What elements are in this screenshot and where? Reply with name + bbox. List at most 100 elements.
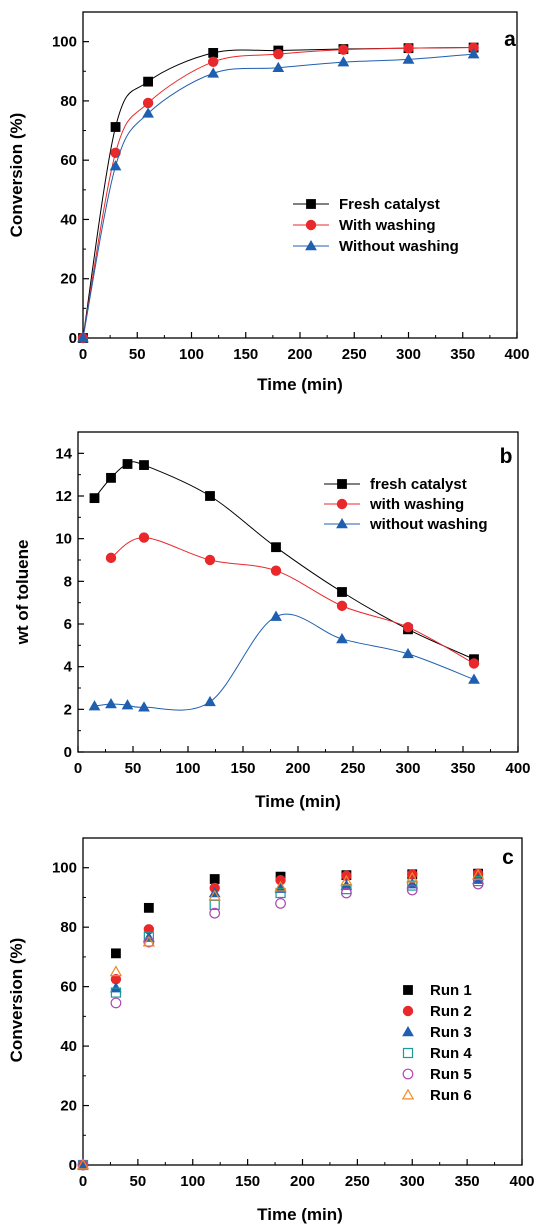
- data-point: [402, 622, 414, 633]
- legend-marker: [402, 1026, 414, 1037]
- x-axis-title: Time (min): [257, 375, 343, 394]
- x-tick-label: 50: [125, 760, 142, 777]
- x-tick-label: 150: [235, 1173, 260, 1190]
- data-point: [105, 698, 117, 709]
- y-axis-title: Conversion (%): [7, 938, 26, 1063]
- data-point: [340, 874, 353, 886]
- series-run-2: [77, 868, 484, 1171]
- x-tick-label: 50: [129, 346, 146, 363]
- series-run-4: [77, 876, 484, 1171]
- data-point: [109, 160, 122, 171]
- legend-marker: [336, 498, 348, 510]
- data-point: [143, 902, 154, 913]
- data-point: [208, 889, 221, 901]
- data-point: [274, 880, 287, 892]
- data-point: [76, 1158, 90, 1170]
- data-point: [143, 931, 154, 942]
- x-tick-label: 0: [79, 346, 87, 363]
- y-axis-title: Conversion (%): [7, 113, 26, 238]
- plot-frame: [82, 837, 523, 1166]
- data-point: [274, 882, 287, 893]
- x-tick-label: 400: [504, 346, 529, 363]
- x-tick-label: 250: [342, 346, 367, 363]
- data-point: [110, 122, 121, 132]
- data-point: [270, 610, 282, 621]
- x-tick-label: 100: [175, 760, 200, 777]
- legend: Fresh catalyst With washing Without washin…: [293, 196, 459, 255]
- x-tick-label: 400: [505, 760, 530, 777]
- x-tick-label: 100: [179, 346, 204, 363]
- series-run-5: [77, 878, 484, 1171]
- data-point: [275, 898, 286, 909]
- data-point: [270, 565, 282, 576]
- y-axis-title: wt of toluene: [13, 540, 32, 646]
- legend-label: Run 6: [430, 1087, 472, 1104]
- x-tick-label: 400: [509, 1173, 534, 1190]
- data-point: [337, 587, 347, 597]
- legend-label: Fresh catalyst: [339, 196, 440, 213]
- x-axis-title: Time (min): [257, 1205, 343, 1224]
- data-point: [205, 491, 215, 501]
- y-tick-label: 100: [52, 860, 77, 877]
- y-tick-label: 20: [60, 271, 77, 288]
- legend-marker: [336, 518, 348, 529]
- x-tick-label: 0: [74, 760, 82, 777]
- data-point: [407, 880, 418, 891]
- x-tick-label: 300: [396, 346, 421, 363]
- data-point: [273, 48, 284, 60]
- y-tick-label: 4: [64, 659, 73, 676]
- data-point: [88, 700, 101, 711]
- data-point: [207, 67, 220, 78]
- legend-label: With washing: [339, 217, 436, 234]
- y-tick-label: 8: [64, 573, 72, 590]
- x-tick-label: 350: [455, 1173, 480, 1190]
- chart-panel-a: 0 50 100 150 200 250 300 350 400 0 20 40 60 80 100 Time…: [7, 11, 530, 394]
- data-point: [139, 460, 149, 470]
- data-point: [407, 869, 418, 880]
- legend-label: with washing: [369, 496, 464, 513]
- legend-marker: [402, 1068, 414, 1080]
- data-point: [208, 47, 219, 58]
- x-tick-label: 100: [180, 1173, 205, 1190]
- data-point: [142, 107, 154, 118]
- chart-panel-c: 0 50 100 150 200 250 300 350 400 0 20 40 60 80 100 Time…: [7, 837, 535, 1224]
- x-tick-label: 250: [340, 760, 365, 777]
- data-point: [402, 647, 414, 659]
- y-tick-label: 14: [55, 445, 72, 462]
- x-tick-label: 350: [450, 346, 475, 363]
- y-tick-label: 100: [52, 34, 77, 51]
- legend-label: Run 5: [430, 1066, 472, 1083]
- data-point: [121, 699, 134, 710]
- x-tick-label: 200: [285, 760, 310, 777]
- y-tick-label: 60: [60, 979, 77, 996]
- x-tick-label: 200: [290, 1173, 315, 1190]
- y-tick-label: 6: [64, 616, 72, 633]
- fit-curve: [94, 461, 475, 660]
- data-point: [138, 532, 150, 543]
- legend-label: fresh catalyst: [370, 476, 467, 493]
- plot-frame: [82, 11, 518, 339]
- data-point: [275, 887, 286, 899]
- panel-letter: a: [504, 28, 516, 51]
- y-tick-label: 0: [64, 744, 72, 761]
- y-tick-label: 60: [60, 152, 77, 169]
- series-without-washing: [77, 48, 480, 343]
- data-point: [468, 673, 480, 684]
- fit-curve: [82, 53, 474, 339]
- data-point: [336, 632, 348, 644]
- data-point: [89, 493, 100, 504]
- data-point: [467, 48, 480, 59]
- data-point: [272, 61, 285, 72]
- data-point: [337, 56, 350, 67]
- x-axis-title: Time (min): [255, 792, 341, 811]
- legend-marker: [305, 240, 317, 251]
- y-tick-label: 80: [60, 919, 77, 936]
- data-point: [402, 53, 415, 64]
- x-tick-label: 50: [130, 1173, 147, 1190]
- y-tick-label: 10: [55, 531, 72, 548]
- series-run-6: [76, 868, 485, 1170]
- legend-marker: [306, 199, 316, 209]
- series-run-3: [77, 873, 484, 1170]
- data-point: [110, 997, 122, 1009]
- y-tick-label: 12: [55, 488, 72, 505]
